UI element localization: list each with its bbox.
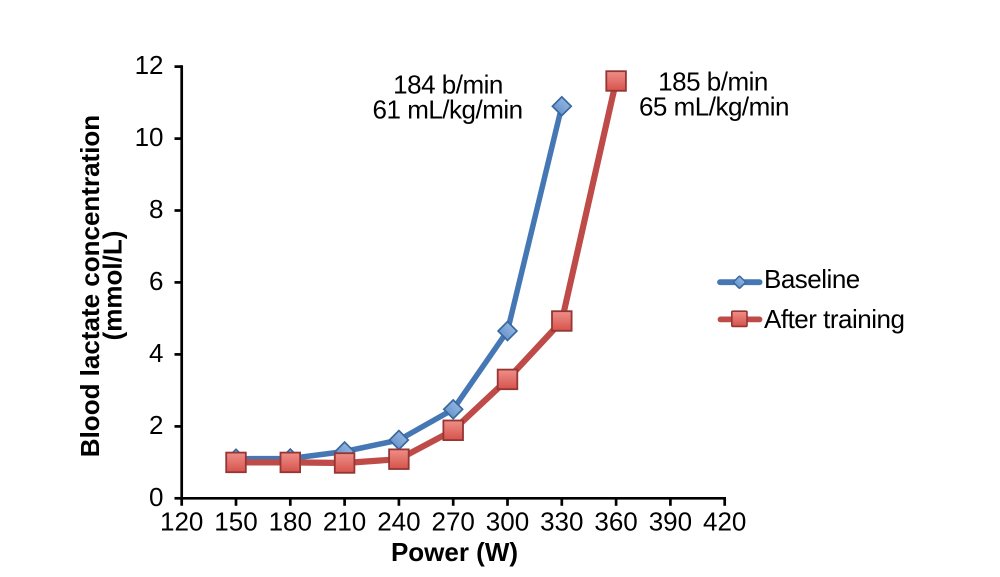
svg-text:4: 4 bbox=[149, 338, 163, 368]
svg-text:8: 8 bbox=[149, 194, 163, 224]
svg-text:184 b/min: 184 b/min bbox=[393, 70, 503, 100]
svg-text:65 mL/kg/min: 65 mL/kg/min bbox=[639, 92, 789, 122]
svg-text:240: 240 bbox=[377, 507, 420, 537]
svg-text:10: 10 bbox=[135, 122, 164, 152]
svg-text:390: 390 bbox=[649, 507, 692, 537]
svg-text:120: 120 bbox=[160, 507, 203, 537]
svg-text:150: 150 bbox=[214, 507, 257, 537]
svg-text:330: 330 bbox=[540, 507, 583, 537]
svg-text:360: 360 bbox=[594, 507, 637, 537]
svg-text:6: 6 bbox=[149, 266, 163, 296]
svg-text:0: 0 bbox=[149, 482, 163, 512]
svg-text:420: 420 bbox=[703, 507, 746, 537]
svg-text:300: 300 bbox=[486, 507, 529, 537]
svg-text:180: 180 bbox=[269, 507, 312, 537]
svg-text:210: 210 bbox=[323, 507, 366, 537]
svg-text:2: 2 bbox=[149, 410, 163, 440]
svg-text:After training: After training bbox=[764, 304, 904, 334]
svg-text:270: 270 bbox=[432, 507, 475, 537]
svg-text:(mmol/L): (mmol/L) bbox=[98, 231, 128, 341]
svg-text:185 b/min: 185 b/min bbox=[658, 67, 768, 97]
svg-text:Baseline: Baseline bbox=[764, 264, 860, 294]
svg-text:Power (W): Power (W) bbox=[391, 537, 518, 567]
svg-text:12: 12 bbox=[135, 50, 164, 80]
svg-text:Blood lactate concentration: Blood lactate concentration bbox=[75, 115, 105, 457]
svg-text:61 mL/kg/min: 61 mL/kg/min bbox=[373, 95, 523, 125]
